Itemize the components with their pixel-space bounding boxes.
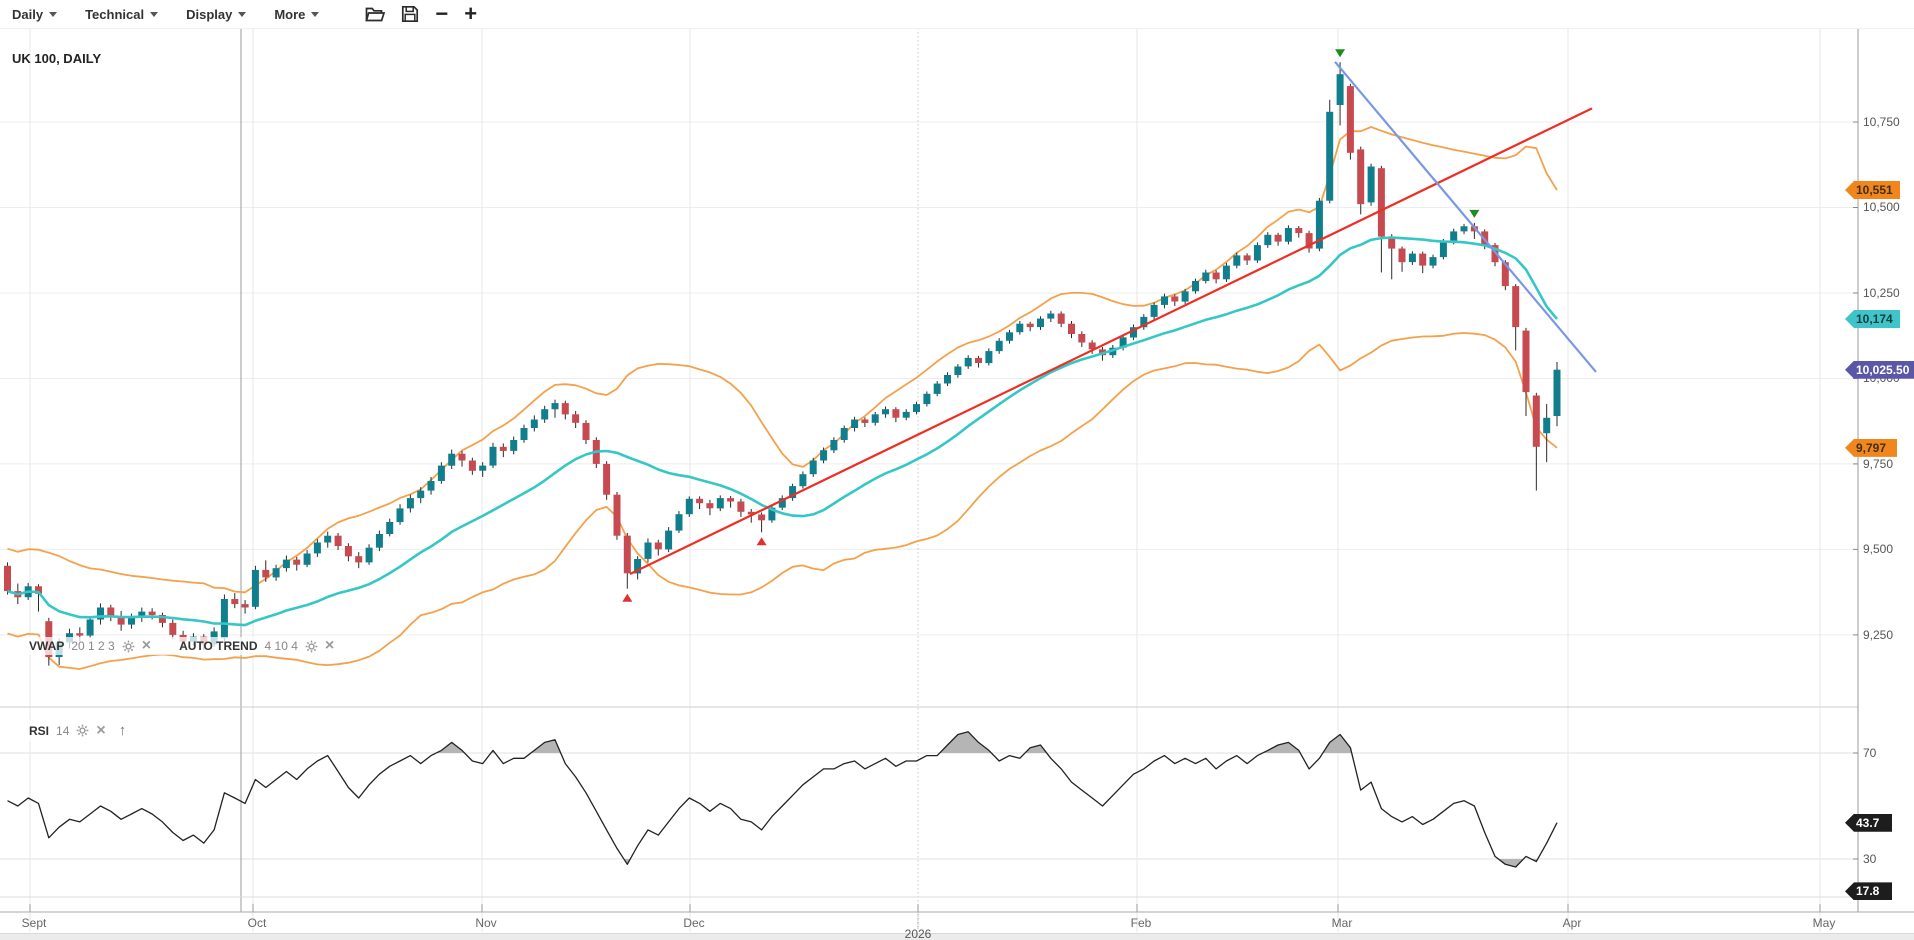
price-badge: 10,025.50	[1845, 360, 1914, 379]
more-menu[interactable]: More	[274, 6, 320, 22]
auto-trend-legend-params: 4 10 4	[264, 639, 298, 653]
page-title: UK 100, DAILY	[12, 51, 102, 66]
price-tick-label: 9,500	[1863, 542, 1894, 557]
close-icon[interactable]: ×	[96, 721, 106, 739]
technical-menu-label: Technical	[85, 6, 145, 22]
month-label: Sept	[21, 916, 47, 930]
month-label: Mar	[1331, 916, 1353, 930]
move-pane-up-icon[interactable]: ↑	[118, 722, 127, 739]
price-tick-label: 10,500	[1863, 200, 1900, 215]
gear-icon[interactable]	[76, 724, 89, 737]
rsi-badge: 43.7	[1845, 813, 1892, 832]
price-badge: 10,174	[1845, 309, 1900, 328]
close-icon[interactable]: ×	[324, 637, 335, 654]
timeframe-menu[interactable]: Daily	[12, 6, 58, 22]
rsi-tick-label: 70	[1863, 746, 1877, 760]
toolbar: Daily Technical Display More − +	[0, 0, 1914, 29]
price-tick-label: 10,250	[1863, 285, 1900, 300]
price-badge: 9,797	[1845, 438, 1897, 457]
gear-icon[interactable]	[305, 640, 318, 653]
technical-menu[interactable]: Technical	[85, 6, 159, 22]
auto-trend-legend-name: AUTO TREND	[179, 639, 258, 653]
gear-icon[interactable]	[122, 640, 135, 653]
month-label: Oct	[247, 916, 267, 930]
month-label: Apr	[1562, 916, 1582, 930]
chevron-down-icon	[49, 12, 58, 17]
price-tick-label: 9,750	[1863, 456, 1894, 471]
year-label: 2026	[904, 927, 932, 940]
open-folder-icon[interactable]	[365, 6, 386, 23]
rsi-legend-row: RSI 14 × ↑	[22, 720, 134, 741]
chevron-down-icon	[311, 12, 320, 17]
price-badge: 10,551	[1845, 181, 1900, 200]
price-tick-label: 10,750	[1863, 115, 1900, 130]
chevron-down-icon	[238, 12, 247, 17]
chevron-down-icon	[150, 12, 159, 17]
month-label: Feb	[1130, 916, 1152, 930]
indicator-legend-row: VWAP 20 1 2 3 × AUTO TREND 4 10 4 ×	[22, 637, 342, 655]
close-icon[interactable]: ×	[141, 637, 152, 654]
zoom-out-icon[interactable]: −	[435, 1, 449, 26]
rsi-tick-label: 30	[1863, 852, 1877, 866]
more-menu-label: More	[274, 6, 306, 22]
save-icon[interactable]	[401, 5, 419, 23]
vwap-legend-name: VWAP	[29, 639, 65, 653]
rsi-badge: 17.8	[1845, 882, 1892, 901]
vwap-legend-params: 20 1 2 3	[71, 639, 115, 653]
zoom-in-icon[interactable]: +	[464, 1, 478, 26]
horizontal-scrollbar[interactable]	[0, 933, 1914, 940]
price-tick-label: 9,250	[1863, 627, 1894, 642]
rsi-legend-params: 14	[56, 723, 70, 738]
rsi-legend-name: RSI	[29, 723, 50, 738]
month-label: Nov	[475, 916, 497, 930]
display-menu-label: Display	[186, 6, 233, 22]
month-label: Dec	[683, 916, 705, 930]
display-menu[interactable]: Display	[186, 6, 247, 22]
month-label: May	[1812, 916, 1836, 930]
timeframe-menu-label: Daily	[12, 6, 44, 22]
